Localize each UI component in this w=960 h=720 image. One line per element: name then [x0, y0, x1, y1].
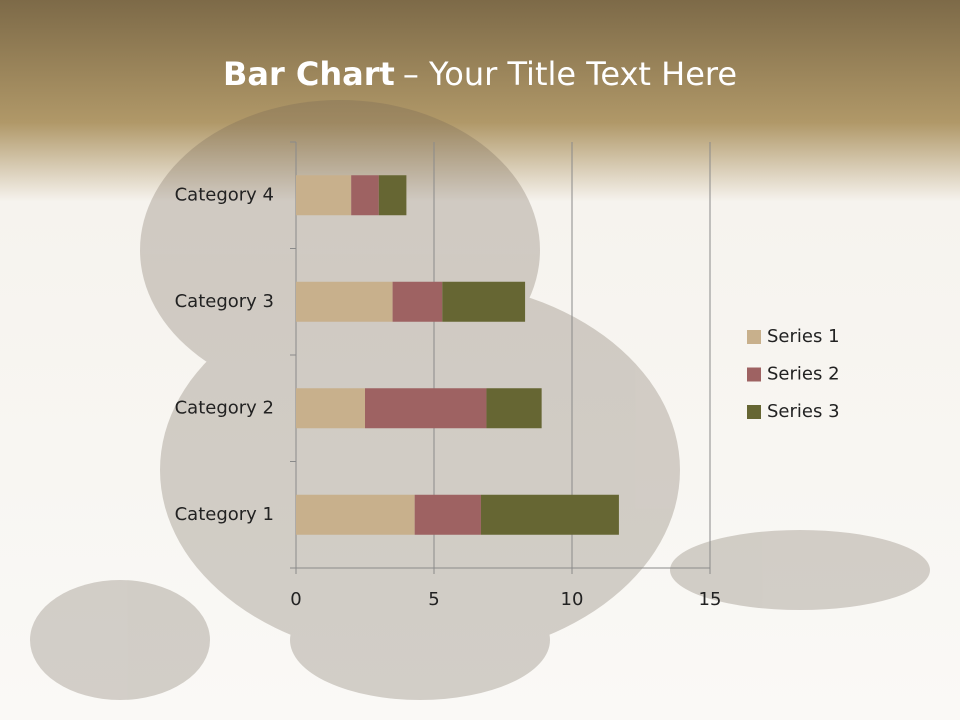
x-tick-label: 10: [561, 589, 584, 610]
bar-segment: [480, 494, 619, 535]
legend-label: Series 3: [767, 401, 840, 422]
legend-label: Series 1: [767, 326, 840, 347]
title-bold: Bar Chart: [223, 55, 395, 93]
bar-segment: [296, 388, 365, 429]
bar-segment: [442, 281, 526, 322]
bar-segment: [486, 388, 542, 429]
kitten-image: [30, 100, 930, 700]
x-tick-label: 15: [699, 589, 722, 610]
y-tick-label: Category 4: [175, 184, 274, 205]
bar-segment: [365, 388, 487, 429]
bar-segment: [296, 281, 393, 322]
legend-swatch: [747, 330, 761, 344]
title-rest: – Your Title Text Here: [403, 55, 737, 93]
bar-segment: [378, 175, 407, 216]
bar-segment: [414, 494, 481, 535]
legend-label: Series 2: [767, 364, 840, 385]
slide-title: Bar Chart – Your Title Text Here: [223, 55, 737, 93]
y-tick-label: Category 3: [175, 291, 274, 312]
bar-segment: [296, 494, 415, 535]
legend-swatch: [747, 367, 761, 382]
bar-segment: [296, 175, 352, 216]
bar-segment: [351, 175, 379, 216]
bar-segment: [392, 281, 443, 322]
x-tick-label: 5: [428, 589, 439, 610]
x-tick-label: 0: [290, 589, 301, 610]
legend-swatch: [747, 405, 761, 419]
y-tick-label: Category 1: [175, 504, 274, 525]
y-tick-label: Category 2: [175, 397, 274, 418]
